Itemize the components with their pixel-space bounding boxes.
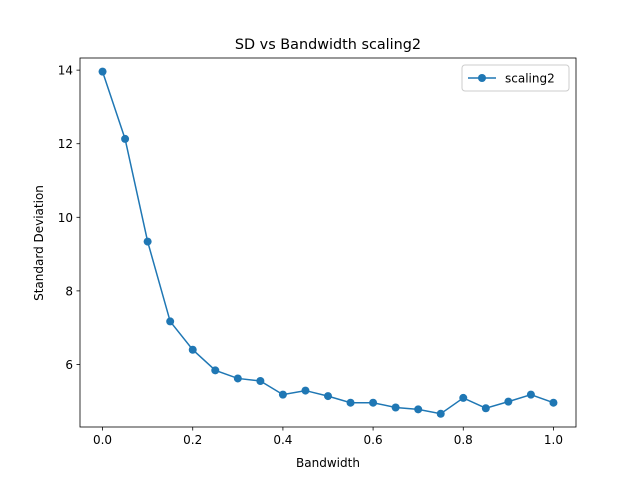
x-tick-label: 0.2 — [183, 433, 202, 447]
y-tick-label: 14 — [58, 64, 73, 78]
chart-title: SD vs Bandwidth scaling2 — [235, 37, 421, 53]
x-tick-label: 0.6 — [364, 433, 383, 447]
data-point — [436, 409, 445, 418]
data-point — [211, 366, 220, 375]
x-tick-label: 0.0 — [93, 433, 112, 447]
data-point — [324, 392, 332, 401]
data-point — [188, 345, 197, 354]
y-tick-label: 8 — [65, 284, 73, 298]
data-point — [526, 390, 535, 399]
data-point — [301, 386, 310, 395]
data-point — [549, 398, 558, 407]
y-tick-label: 10 — [58, 211, 73, 225]
plot-area: 0.0 0.2 0.4 0.6 0.8 1.0 6 8 10 12 14 — [58, 57, 577, 447]
y-tick-label: 12 — [58, 137, 73, 151]
x-tick-label: 0.8 — [454, 433, 473, 447]
x-tick-label: 1.0 — [544, 433, 563, 447]
data-point — [143, 237, 152, 246]
legend-label: scaling2 — [505, 72, 555, 86]
data-point — [121, 134, 130, 143]
data-point — [256, 377, 265, 386]
data-point — [233, 374, 242, 383]
data-point — [278, 390, 287, 399]
x-axis-label: Bandwidth — [296, 456, 360, 470]
data-point — [391, 403, 400, 412]
x-tick-label: 0.4 — [273, 433, 292, 447]
y-axis-label: Standard Deviation — [32, 185, 46, 301]
legend-box — [461, 64, 570, 92]
legend: scaling2 — [461, 64, 570, 92]
plot-frame — [79, 57, 577, 428]
y-tick-label: 6 — [65, 358, 73, 372]
data-point — [166, 317, 175, 326]
data-point — [481, 404, 490, 413]
legend-marker — [478, 74, 486, 82]
data-point — [414, 405, 423, 414]
data-point — [346, 398, 355, 407]
data-point — [369, 398, 378, 407]
data-point — [459, 393, 468, 402]
data-point — [504, 397, 513, 406]
data-point — [98, 67, 107, 76]
